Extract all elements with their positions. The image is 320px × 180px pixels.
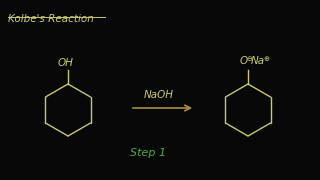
Text: Na: Na	[251, 56, 265, 66]
Text: NaOH: NaOH	[143, 90, 173, 100]
Text: Kolbe's Reaction: Kolbe's Reaction	[8, 14, 94, 24]
Text: OH: OH	[58, 58, 74, 68]
Text: ⊕: ⊕	[263, 56, 269, 62]
Text: ⊖: ⊖	[246, 56, 252, 62]
Text: O: O	[240, 56, 248, 66]
Text: Step 1: Step 1	[130, 148, 166, 158]
